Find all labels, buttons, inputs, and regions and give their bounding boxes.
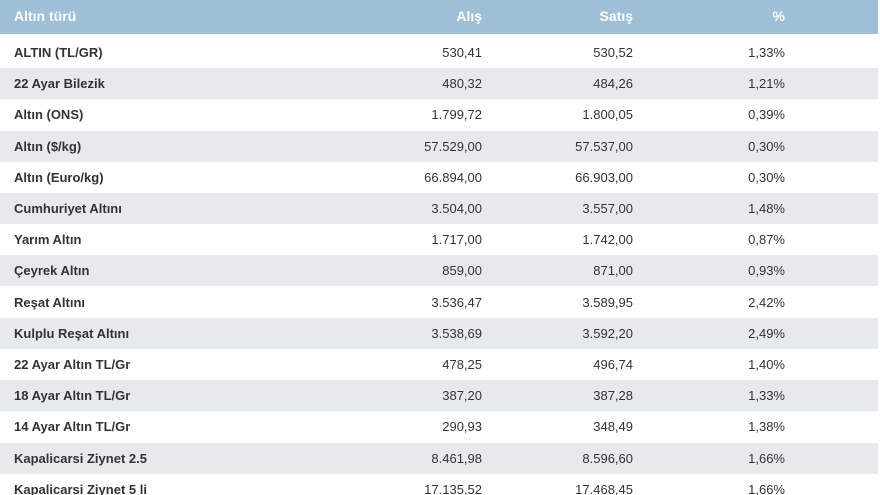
price-cell: 57.529,00 bbox=[424, 138, 482, 154]
gold-type: Kapalicarsi Ziynet 2.5 bbox=[14, 450, 147, 466]
table-row: Altın (ONS) 1.799,72 1.800,05 0,39% bbox=[0, 99, 878, 130]
table-row: Reşat Altını 3.536,47 3.589,95 2,42% bbox=[0, 287, 878, 318]
price-cell: 1,21% bbox=[748, 76, 785, 92]
price-cell: 0,87% bbox=[748, 232, 785, 248]
gold-type: Reşat Altını bbox=[14, 294, 86, 310]
table-row: 22 Ayar Bilezik 480,32 484,26 1,21% bbox=[0, 68, 878, 100]
price-cell: 1,66% bbox=[748, 481, 785, 495]
table-row: Çeyrek Altın 859,00 871,00 0,93% bbox=[0, 255, 878, 287]
price-cell: 1.742,00 bbox=[582, 232, 633, 248]
price-cell: 496,74 bbox=[593, 357, 633, 372]
table-row: 14 Ayar Altın TL/Gr 290,93 348,49 1,38% bbox=[0, 411, 878, 442]
price-cell: 3.504,00 bbox=[431, 201, 482, 216]
price-cell: 530,41 bbox=[442, 45, 482, 60]
price-cell: 484,26 bbox=[593, 76, 633, 92]
price-cell: 348,49 bbox=[593, 419, 633, 435]
price-cell: 0,30% bbox=[748, 138, 785, 154]
gold-type: 22 Ayar Altın TL/Gr bbox=[14, 357, 131, 372]
price-cell: 3.538,69 bbox=[431, 325, 482, 341]
price-cell: 1,38% bbox=[748, 419, 785, 435]
price-cell: 8.596,60 bbox=[582, 450, 633, 466]
price-cell: 1.717,00 bbox=[431, 232, 482, 248]
price-cell: 66.903,00 bbox=[575, 169, 633, 185]
header-row: Altın türü Alış Satış% bbox=[0, 0, 878, 34]
header-cell: Satış bbox=[599, 8, 633, 24]
gold-type: Altın (ONS) bbox=[14, 107, 84, 123]
price-cell: 66.894,00 bbox=[424, 169, 482, 185]
price-cell: 3.592,20 bbox=[582, 325, 633, 341]
price-cell: 3.557,00 bbox=[582, 201, 633, 216]
table-row: Cumhuriyet Altını 3.504,00 3.557,00 1,48% bbox=[0, 193, 878, 224]
gold-type: 22 Ayar Bilezik bbox=[14, 76, 105, 92]
gold-type: Kulplu Reşat Altını bbox=[14, 325, 130, 341]
price-cell: 1.799,72 bbox=[431, 107, 482, 123]
price-cell: 1,48% bbox=[748, 201, 785, 216]
price-cell: 387,28 bbox=[593, 388, 633, 404]
gold-type: 18 Ayar Altın TL/Gr bbox=[14, 388, 131, 404]
price-cell: 2,42% bbox=[748, 294, 785, 310]
price-cell: 8.461,98 bbox=[431, 450, 482, 466]
table-row: ALTIN (TL/GR) 530,41 530,52 1,33% bbox=[0, 37, 878, 68]
price-cell: 0,39% bbox=[748, 107, 785, 123]
table-row: Kapalicarsi Ziynet 2.5 8.461,98 8.596,60 1,… bbox=[0, 442, 878, 474]
price-cell: 17.135,52 bbox=[424, 481, 482, 495]
price-cell: 1.800,05 bbox=[582, 107, 633, 123]
gold-type: Altın ($/kg) bbox=[14, 138, 82, 154]
table-row: Kulplu Reşat Altını 3.538,69 3.592,20 2,49% bbox=[0, 317, 878, 349]
gold-type: Kapalicarsi Ziynet 5 li bbox=[14, 481, 147, 495]
gold-type: 14 Ayar Altın TL/Gr bbox=[14, 419, 131, 435]
header-cell: Alış bbox=[456, 8, 482, 24]
header-cell: % bbox=[772, 8, 785, 24]
gold-type: Yarım Altın bbox=[14, 232, 82, 248]
gold-type: Cumhuriyet Altını bbox=[14, 201, 122, 216]
price-cell: 1,33% bbox=[748, 45, 785, 60]
price-cell: 57.537,00 bbox=[575, 138, 633, 154]
table-row: Altın ($/kg) 57.529,00 57.537,00 0,30% bbox=[0, 130, 878, 162]
price-cell: 1,66% bbox=[748, 450, 785, 466]
price-cell: 3.589,95 bbox=[582, 294, 633, 310]
gold-type: Altın (Euro/kg) bbox=[14, 169, 104, 185]
price-cell: 1,33% bbox=[748, 388, 785, 404]
gold-type: ALTIN (TL/GR) bbox=[14, 45, 103, 60]
price-cell: 478,25 bbox=[442, 357, 482, 372]
price-cell: 17.468,45 bbox=[575, 481, 633, 495]
price-cell: 387,20 bbox=[442, 388, 482, 404]
header-cell: Altın türü bbox=[14, 8, 77, 24]
table-row: 18 Ayar Altın TL/Gr 387,20 387,28 1,33% bbox=[0, 380, 878, 412]
price-cell: 0,30% bbox=[748, 169, 785, 185]
price-cell: 859,00 bbox=[442, 263, 482, 279]
table-row: Yarım Altın 1.717,00 1.742,00 0,87% bbox=[0, 224, 878, 255]
table-row: Altın (Euro/kg) 66.894,00 66.903,00 0,30% bbox=[0, 162, 878, 193]
price-cell: 480,32 bbox=[442, 76, 482, 92]
gold-type: Çeyrek Altın bbox=[14, 263, 90, 279]
price-cell: 3.536,47 bbox=[431, 294, 482, 310]
price-cell: 290,93 bbox=[442, 419, 482, 435]
price-cell: 0,93% bbox=[748, 263, 785, 279]
table-row: Kapalicarsi Ziynet 5 li 17.135,52 17.468,4… bbox=[0, 474, 878, 495]
price-cell: 1,40% bbox=[748, 357, 785, 372]
table-row: 22 Ayar Altın TL/Gr 478,25 496,74 1,40% bbox=[0, 349, 878, 380]
price-cell: 530,52 bbox=[593, 45, 633, 60]
price-cell: 2,49% bbox=[748, 325, 785, 341]
price-cell: 871,00 bbox=[593, 263, 633, 279]
